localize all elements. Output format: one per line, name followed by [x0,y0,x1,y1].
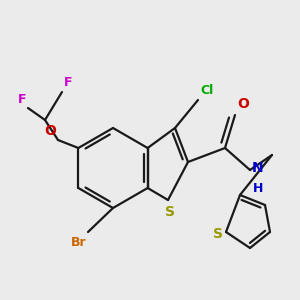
Text: S: S [213,227,223,241]
Text: F: F [17,93,26,106]
Text: Cl: Cl [200,84,213,97]
Text: Br: Br [70,236,86,249]
Text: O: O [44,124,56,138]
Text: O: O [237,97,249,111]
Text: N: N [252,161,264,175]
Text: H: H [253,182,263,195]
Text: F: F [64,76,73,89]
Text: S: S [165,205,175,219]
